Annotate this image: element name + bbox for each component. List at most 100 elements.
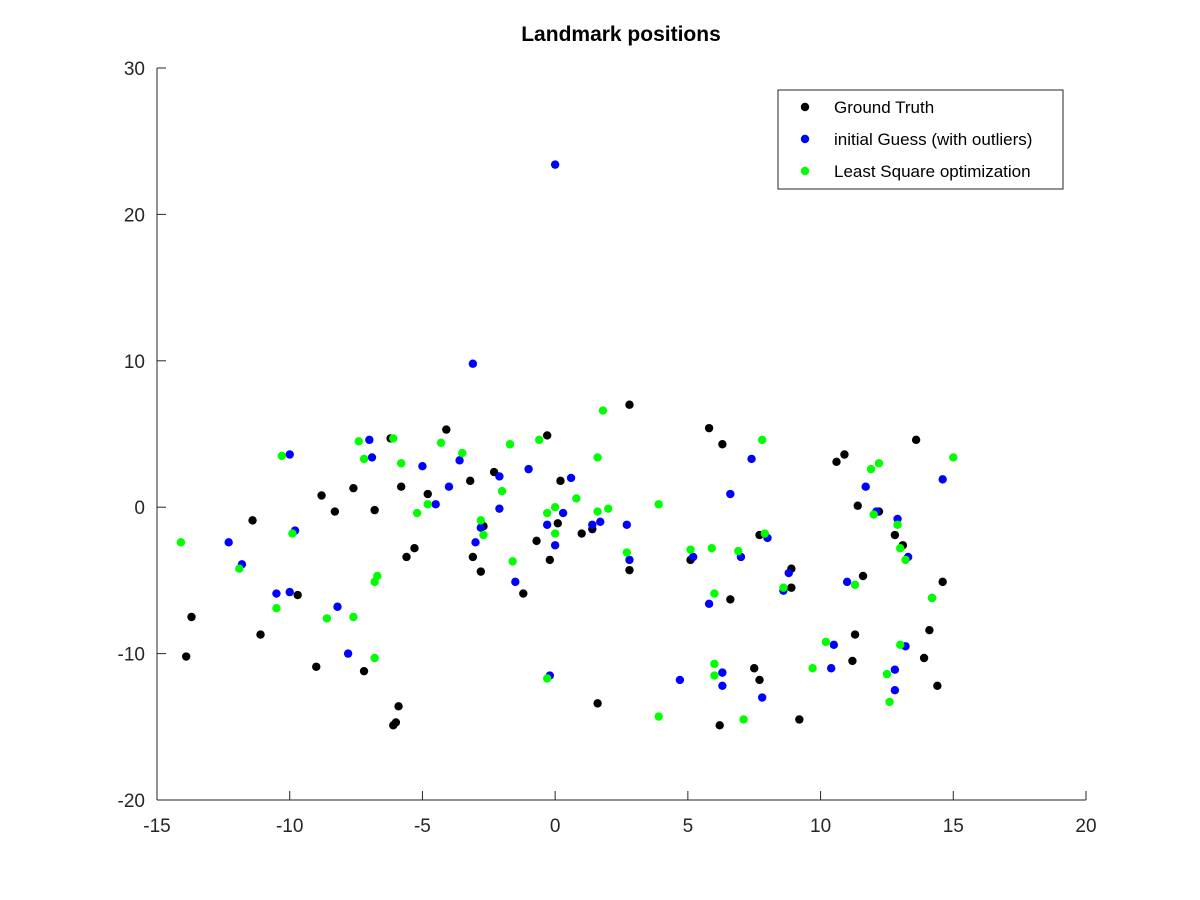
data-point: [550, 160, 560, 169]
data-point: [542, 520, 552, 529]
data-point: [739, 715, 748, 724]
x-tick-label: 10: [810, 816, 831, 837]
data-point: [593, 507, 602, 516]
data-point: [176, 538, 186, 547]
data-point: [542, 674, 552, 683]
data-point: [622, 548, 632, 557]
data-point: [181, 652, 191, 661]
data-point: [718, 440, 727, 449]
data-point: [718, 681, 727, 691]
data-point: [394, 702, 403, 711]
data-point: [890, 665, 900, 674]
data-point: [389, 434, 398, 443]
data-point: [593, 453, 602, 462]
data-point: [476, 567, 486, 576]
data-point: [349, 483, 358, 493]
data-point: [869, 510, 878, 519]
data-point: [704, 599, 714, 609]
data-points: [176, 160, 958, 730]
data-point: [542, 431, 552, 440]
data-point: [890, 686, 900, 695]
y-tick-label: 30: [124, 59, 145, 80]
data-point: [293, 590, 302, 600]
series-2: [176, 406, 958, 724]
data-point: [479, 530, 488, 540]
data-point: [821, 637, 831, 647]
axes: -15 -10 -5 0 5 10 15 20 -20 -10 0 10 20 30: [118, 59, 1097, 837]
data-point: [418, 462, 427, 471]
data-point: [330, 507, 340, 516]
data-point: [779, 583, 788, 592]
data-point: [495, 504, 504, 513]
data-point: [757, 693, 767, 702]
data-point: [476, 516, 486, 525]
data-point: [511, 577, 520, 587]
y-tick-label: 10: [124, 352, 145, 373]
data-point: [919, 653, 929, 663]
data-point: [885, 697, 894, 707]
data-point: [558, 508, 568, 518]
data-point: [410, 543, 419, 553]
data-point: [359, 454, 369, 464]
data-point: [826, 664, 836, 673]
data-point: [893, 514, 902, 524]
data-point: [593, 699, 602, 708]
data-point: [784, 568, 793, 578]
data-point: [842, 577, 852, 587]
data-point: [370, 505, 379, 515]
y-tick-label: -20: [118, 791, 145, 812]
data-point: [317, 491, 326, 500]
data-point: [431, 500, 440, 509]
data-point: [938, 475, 947, 484]
y-tick-label: -10: [118, 645, 145, 666]
data-point: [508, 557, 517, 566]
data-point: [710, 671, 719, 680]
data-point: [874, 459, 884, 468]
data-point: [896, 543, 905, 553]
data-point: [625, 555, 634, 565]
data-point: [654, 712, 663, 721]
data-point: [187, 612, 196, 622]
data-point: [598, 406, 608, 415]
legend-box: [777, 89, 1064, 190]
data-point: [312, 662, 321, 671]
data-point: [272, 589, 281, 598]
data-point: [675, 675, 685, 685]
data-point: [866, 464, 876, 474]
data-point: [927, 593, 937, 603]
data-point: [853, 501, 862, 510]
data-point: [572, 494, 581, 503]
legend-label: initial Guess (with outliers): [834, 130, 1032, 149]
data-point: [901, 555, 910, 565]
x-tick-label: 5: [683, 816, 694, 837]
data-point: [476, 523, 486, 532]
data-point: [625, 565, 634, 575]
data-point: [550, 541, 560, 550]
data-point: [519, 589, 528, 598]
data-point: [436, 438, 446, 447]
data-point: [710, 589, 719, 598]
data-point: [938, 577, 947, 587]
data-point: [726, 595, 735, 604]
data-point: [850, 630, 860, 639]
data-point: [707, 543, 716, 553]
data-point: [524, 464, 533, 474]
data-point: [704, 423, 714, 433]
data-point: [545, 555, 555, 565]
data-point: [858, 571, 868, 581]
data-point: [556, 476, 565, 486]
data-point: [718, 668, 727, 677]
data-point: [734, 546, 743, 556]
data-point: [532, 536, 541, 546]
data-point: [933, 681, 942, 691]
data-point: [861, 482, 870, 491]
data-point: [553, 519, 562, 528]
data-point: [688, 552, 698, 562]
data-point: [893, 520, 902, 529]
data-point: [840, 450, 849, 459]
data-point: [373, 571, 382, 581]
data-point: [322, 614, 332, 623]
data-point: [747, 454, 756, 464]
data-point: [235, 564, 244, 573]
legend-label: Ground Truth: [834, 98, 934, 117]
